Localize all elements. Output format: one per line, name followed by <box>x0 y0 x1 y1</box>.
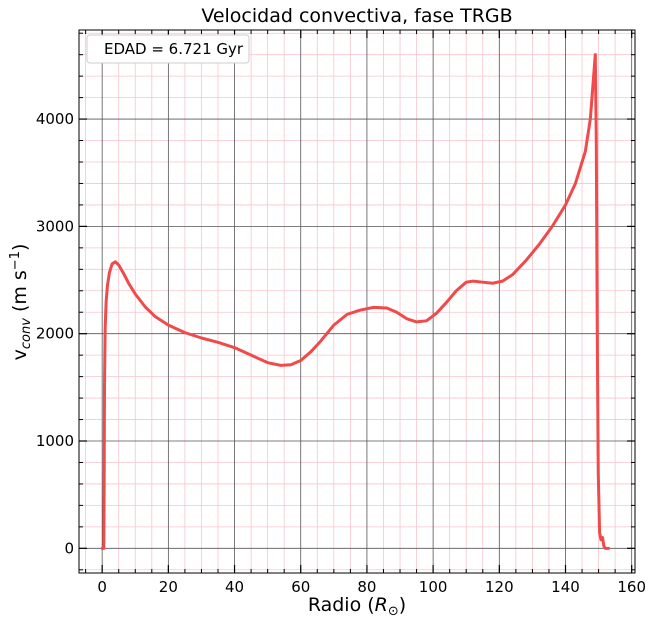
tick-labels: 0 20 40 60 80 100 120 140 160 0 1000 2000 3000 4000 <box>36 110 646 596</box>
chart-title: Velocidad convectiva, fase TRGB <box>201 5 512 27</box>
x-tick-label: 20 <box>159 578 178 596</box>
y-tick-label: 0 <box>64 539 74 557</box>
x-tick-label: 0 <box>97 578 107 596</box>
minor-grid <box>79 30 635 573</box>
x-tick-label: 160 <box>617 578 646 596</box>
legend-label: EDAD = 6.721 Gyr <box>104 40 244 58</box>
axis-ticks <box>79 30 635 573</box>
y-tick-label: 4000 <box>36 110 74 128</box>
x-tick-label: 100 <box>419 578 448 596</box>
legend-box <box>86 34 250 64</box>
y-tick-label: 2000 <box>36 325 74 343</box>
x-tick-label: 140 <box>551 578 580 596</box>
legend: EDAD = 6.721 Gyr <box>86 34 250 64</box>
x-tick-label: 40 <box>225 578 244 596</box>
y-tick-label: 3000 <box>36 217 74 235</box>
major-grid <box>79 30 635 573</box>
series-line <box>100 53 611 550</box>
x-tick-label: 80 <box>357 578 376 596</box>
x-tick-label: 120 <box>485 578 514 596</box>
x-tick-label: 60 <box>291 578 310 596</box>
plot-frame <box>78 29 636 574</box>
y-tick-label: 1000 <box>36 432 74 450</box>
